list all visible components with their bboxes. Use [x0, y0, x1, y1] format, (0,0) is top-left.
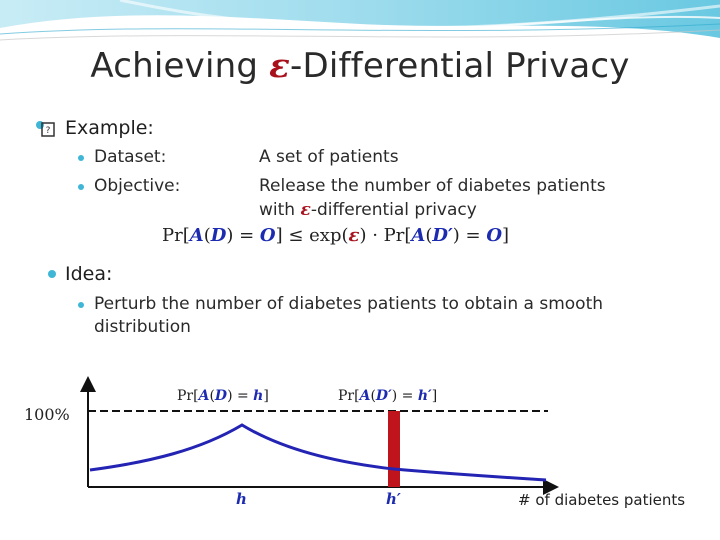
x-axis-label: # of diabetes patients: [518, 491, 686, 509]
h-label: h: [236, 490, 247, 508]
slide-title: Achieving ε-Differential Privacy: [90, 46, 630, 86]
bullet-example: Example:: [65, 117, 154, 139]
bullet-dot: [78, 184, 84, 190]
distribution-curve: [89, 423, 547, 482]
idea-line2: distribution: [94, 317, 191, 337]
pr-left-label: Pr[A(D) = h]: [177, 388, 269, 404]
dataset-value: A set of patients: [259, 147, 399, 167]
bullet-glyph-icon: ?: [36, 121, 55, 137]
output-bar: [388, 411, 400, 487]
dp-formula: Pr[A(D) = O] ≤ exp(ε) · Pr[A(D′) = O]: [162, 225, 510, 246]
smooth-distribution-diagram: [80, 376, 559, 495]
y-axis-label: 100%: [24, 405, 70, 424]
objective-value-line1: Release the number of diabetes patients: [259, 176, 606, 196]
bullet-idea: Idea:: [65, 263, 113, 285]
idea-line1: Perturb the number of diabetes patients …: [94, 294, 604, 314]
bullet-dot: [78, 155, 84, 161]
bullet-dot: [48, 270, 56, 278]
objective-label: Objective:: [94, 176, 181, 196]
dataset-label: Dataset:: [94, 147, 167, 167]
objective-value-line2: with ε-differential privacy: [259, 200, 477, 220]
hprime-label: h′: [386, 490, 401, 508]
svg-text:?: ?: [46, 126, 51, 136]
bullet-dot: [78, 302, 84, 308]
header-banner: [0, 0, 720, 41]
pr-right-label: Pr[A(D′) = h′]: [338, 388, 438, 404]
